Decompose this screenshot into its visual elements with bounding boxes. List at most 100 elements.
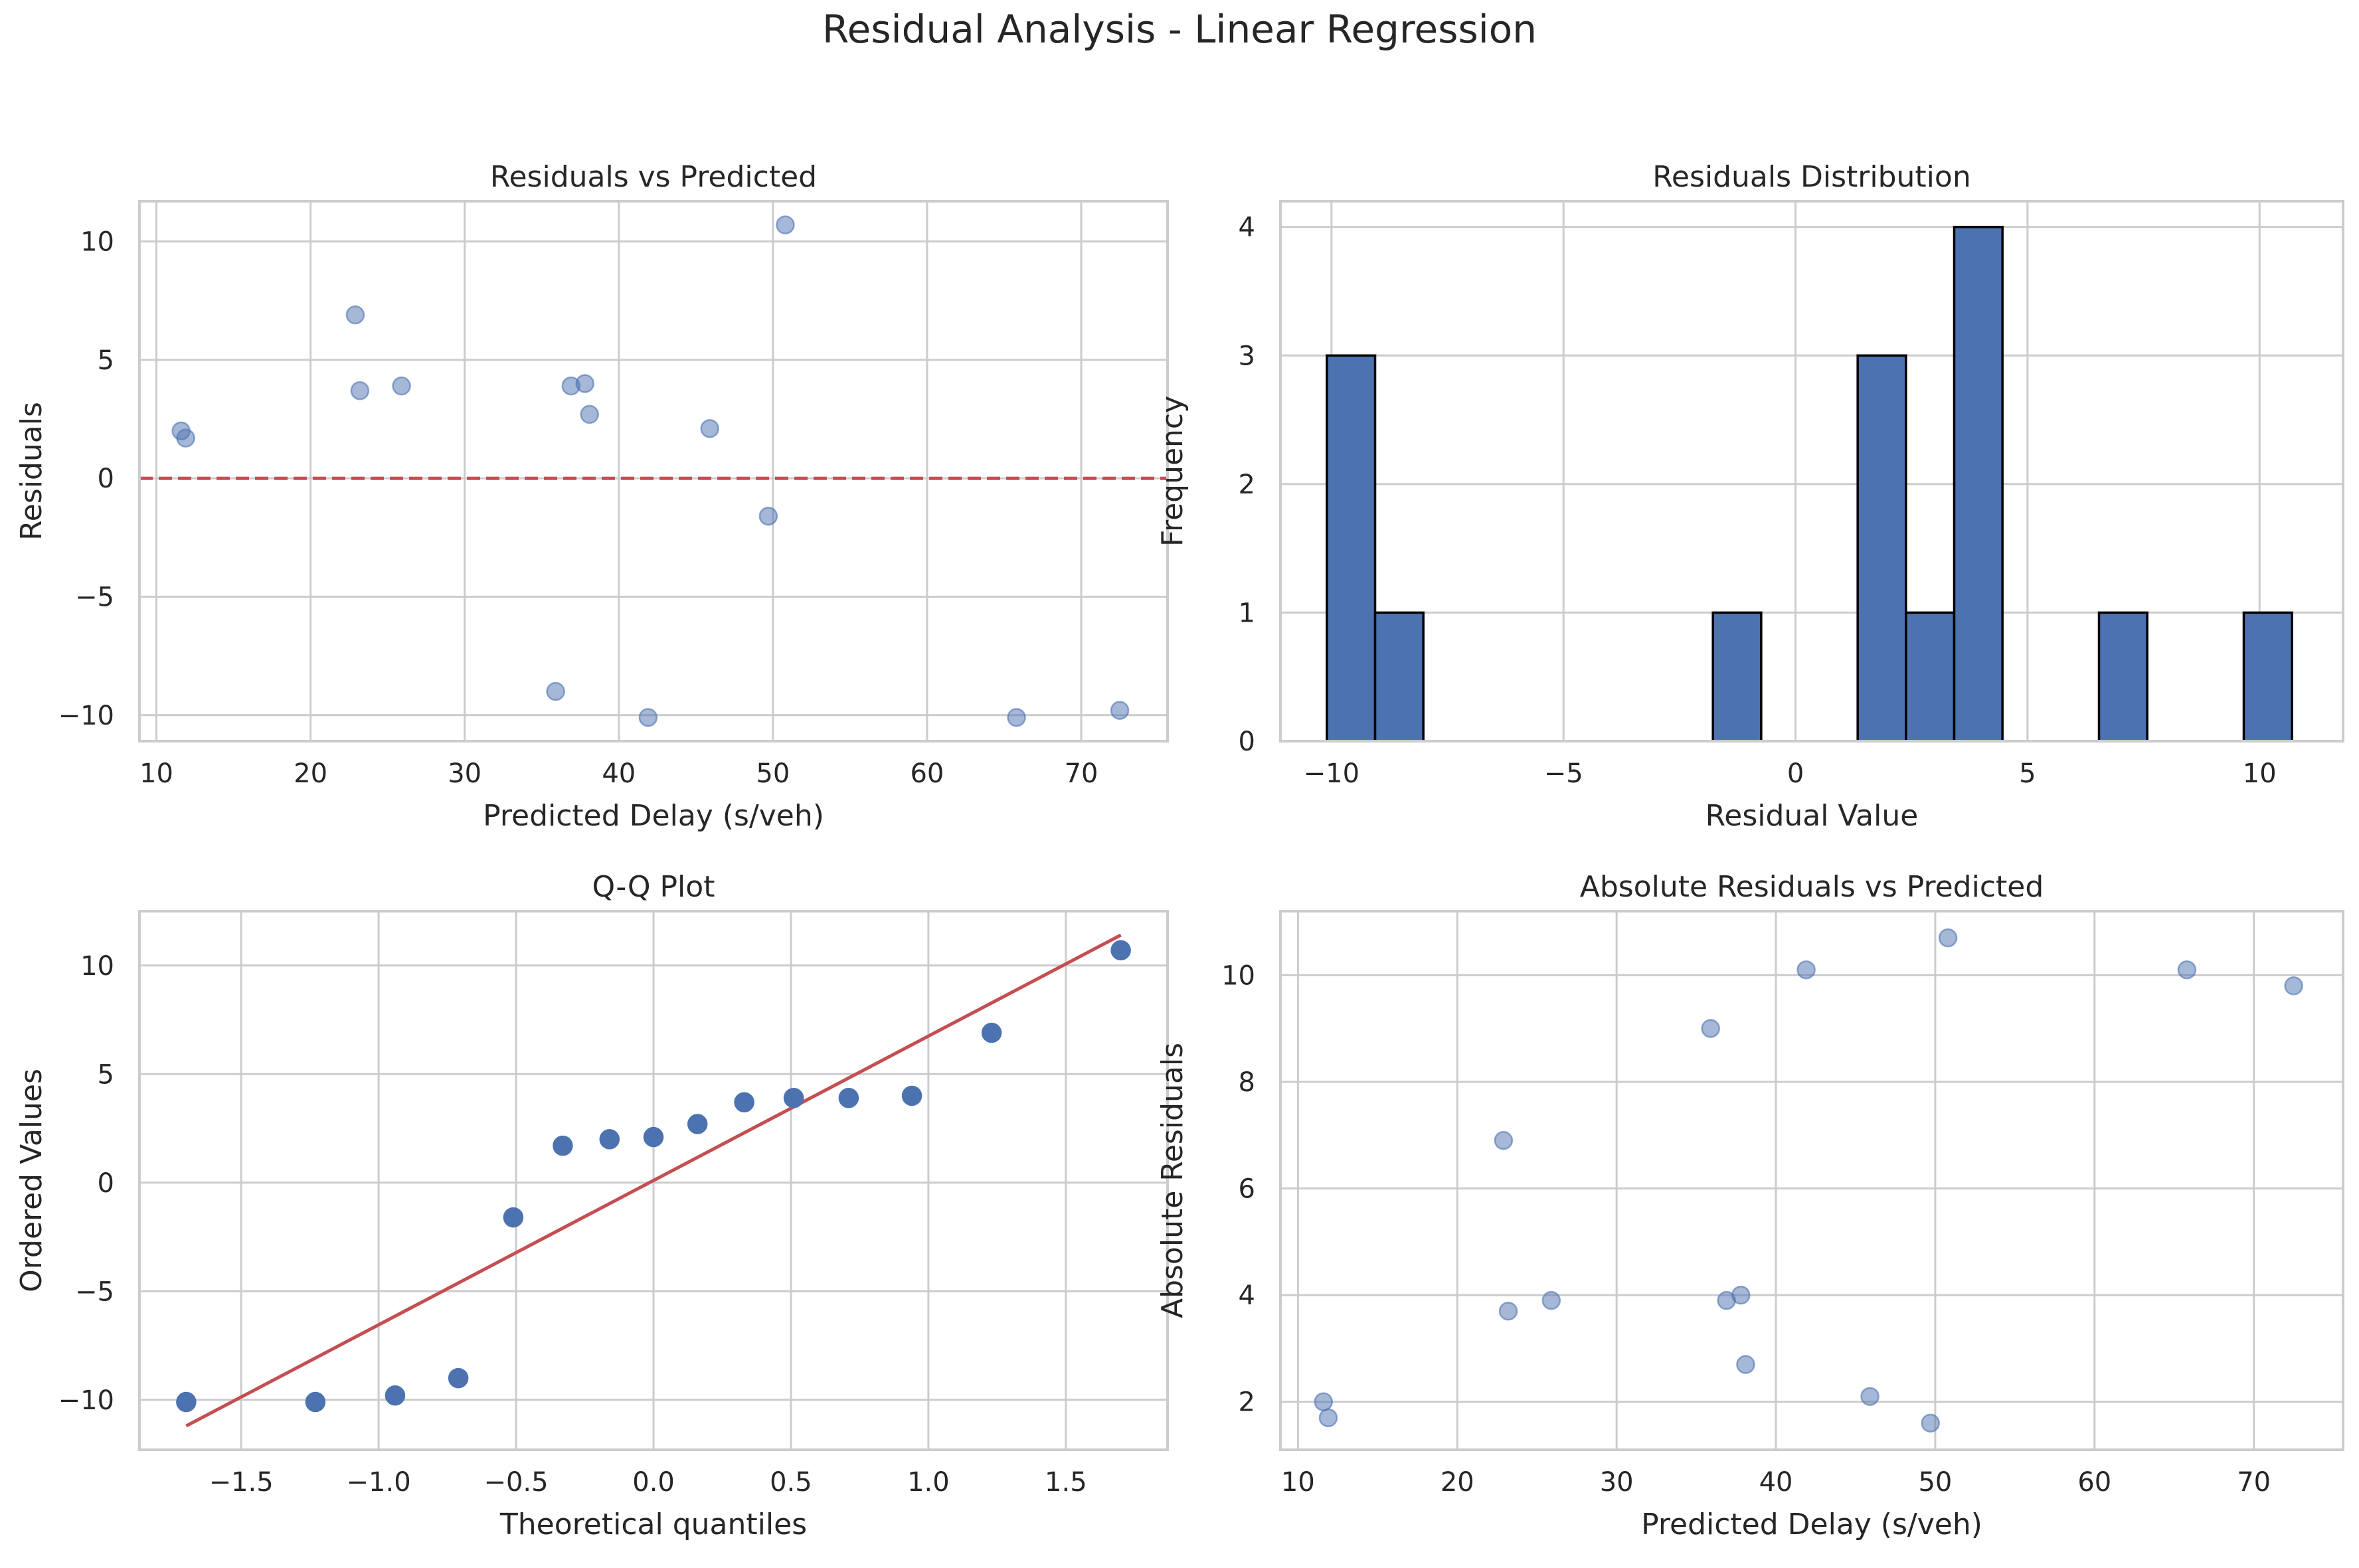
data-point [1318,1408,1338,1428]
data-point [1701,1019,1720,1038]
y-tick-label: 5 [98,1059,114,1090]
data-point [981,1022,1002,1043]
x-tick-label: 30 [448,758,481,789]
histogram-bar [1856,354,1907,742]
y-tick-label: 2 [1239,1387,1255,1418]
data-point [1731,1285,1751,1305]
x-tick-label: 1.0 [907,1467,950,1498]
qq-fit-line [185,933,1122,1428]
data-point [643,1126,664,1148]
x-tick-label: 60 [2077,1467,2111,1498]
data-point [176,428,195,448]
data-point [1498,1301,1518,1321]
x-tick-label: 40 [602,758,636,789]
y-tick-label: 4 [1239,213,1255,243]
data-point [575,374,594,393]
data-point [1938,928,1958,948]
data-point [448,1367,469,1389]
y-axis-label: Residuals [15,402,48,541]
data-point [503,1207,524,1228]
data-point [1007,708,1026,727]
subplot-title: Residuals Distribution [1652,160,1970,194]
x-tick-label: 50 [756,758,790,789]
axes-frame [1279,910,2344,1451]
data-point [1110,701,1130,720]
axes-frame [138,910,1169,1451]
y-axis-label: Absolute Residuals [1156,1043,1189,1318]
y-tick-label: −5 [75,582,114,612]
x-tick-label: 40 [1759,1467,1793,1498]
x-tick-label: 0.5 [770,1467,812,1498]
subplot-title: Absolute Residuals vs Predicted [1580,870,2044,904]
x-tick-label: 10 [1281,1467,1315,1498]
x-tick-label: 0 [1787,758,1804,789]
x-tick-label: 60 [910,758,944,789]
data-point [305,1391,326,1413]
y-tick-label: 8 [1239,1067,1255,1098]
x-axis-label: Residual Value [1705,799,1919,833]
data-point [2177,960,2197,980]
x-tick-label: 50 [1918,1467,1952,1498]
data-point [1494,1131,1514,1150]
y-tick-label: 2 [1239,470,1255,500]
data-point [546,681,565,701]
data-point [345,305,365,325]
y-axis-label: Ordered Values [15,1069,48,1292]
x-axis-label: Theoretical quantiles [499,1508,807,1541]
y-tick-label: 1 [1239,598,1255,628]
data-point [734,1092,754,1113]
x-tick-label: −5 [1544,758,1583,789]
histogram-bar [2242,611,2293,742]
histogram-bar [2097,611,2148,742]
x-axis-label: Predicted Delay (s/veh) [483,799,824,833]
y-tick-label: 5 [98,345,114,376]
histogram-bar [1373,611,1425,742]
x-tick-label: −10 [1304,758,1359,789]
y-tick-label: −10 [58,701,114,731]
data-point [1796,960,1816,980]
data-point [758,507,778,526]
x-tick-label: 70 [2237,1467,2271,1498]
subplot-title: Residuals vs Predicted [490,160,817,194]
data-point [580,404,599,424]
histogram-bar [1953,225,2004,742]
data-point [1860,1387,1879,1406]
data-point [350,381,370,400]
y-tick-label: 4 [1239,1280,1255,1311]
y-tick-label: 0 [98,464,114,494]
y-tick-label: 0 [1239,727,1255,757]
y-tick-label: −5 [75,1276,114,1307]
x-tick-label: 10 [139,758,173,789]
data-point [176,1391,197,1413]
x-tick-label: 10 [2243,758,2277,789]
subplot-3: −1.5 −1.0 −0.5 0.0 0.5 1.0 1.5 −10 −5 0 5 10 Q-Q Plo… [15,870,1169,1541]
data-point [1314,1392,1334,1411]
data-point [1110,940,1131,961]
figure-title: Residual Analysis - Linear Regression [822,7,1537,52]
y-tick-label: 6 [1239,1174,1255,1205]
data-point [783,1087,804,1108]
y-tick-label: 3 [1239,341,1255,371]
histogram-bar [1905,611,1956,742]
x-tick-label: 0.0 [632,1467,675,1498]
data-point [2284,976,2303,996]
x-tick-label: 5 [2019,758,2036,789]
x-tick-label: −0.5 [483,1467,548,1498]
data-point [553,1135,573,1156]
subplot-4: 10 20 30 40 50 60 70 2 4 6 8 10 Absolute Residuals v… [1156,870,2344,1541]
y-tick-label: 10 [80,227,114,258]
data-point [838,1087,859,1108]
x-tick-label: −1.0 [347,1467,411,1498]
data-point [1921,1413,1940,1433]
data-point [392,376,411,396]
data-point [1541,1290,1561,1310]
x-tick-label: 30 [1600,1467,1634,1498]
axes-frame [138,200,1169,742]
y-axis-label: Frequency [1156,396,1189,547]
y-tick-label: 10 [80,951,114,982]
subplot-1: 10 20 30 40 50 60 70 −10 −5 0 5 10 Residuals vs Pred… [15,160,1169,833]
data-point [1736,1355,1755,1374]
x-tick-label: 20 [1441,1467,1474,1498]
x-axis-label: Predicted Delay (s/veh) [1641,1508,1982,1541]
